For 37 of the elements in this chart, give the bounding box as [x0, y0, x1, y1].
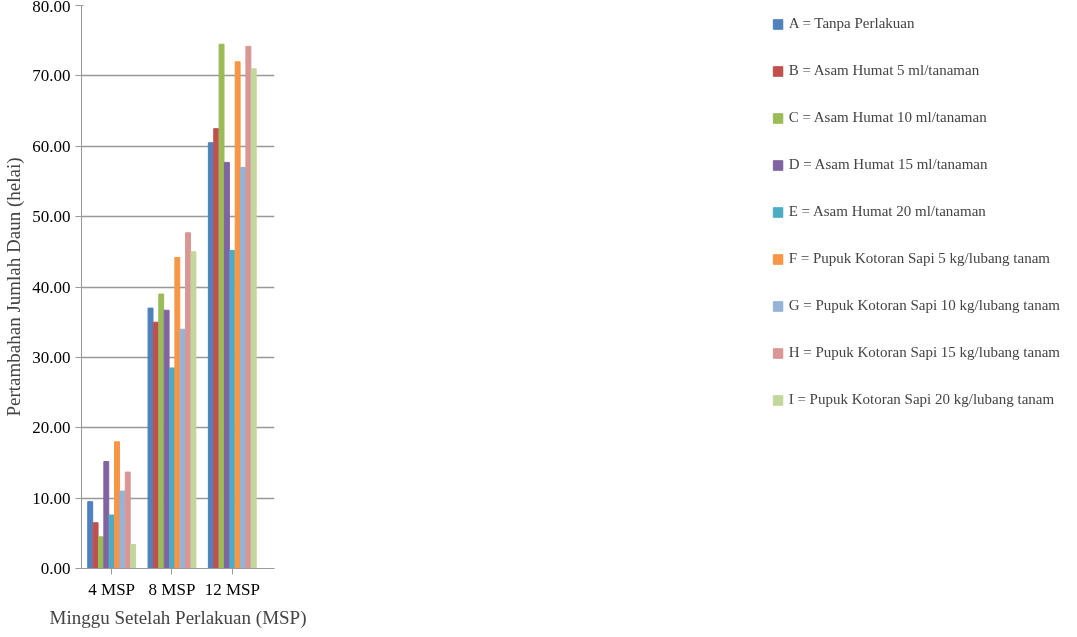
x-tick-label: 12 MSP [204, 579, 260, 599]
bar [147, 307, 154, 569]
bar [114, 441, 120, 569]
legend-label: I = Pupuk Kotoran Sapi 20 kg/lubang tanam [788, 391, 1055, 408]
y-axis-title: Pertambahan Jumlah Daun (helai) [3, 157, 26, 417]
legend-label: A = Tanpa Perlakuan [788, 15, 915, 32]
y-tick-label: 70.00 [32, 66, 71, 86]
bar [229, 249, 236, 569]
y-tick-label: 20.00 [32, 418, 71, 438]
y-tick-label: 0.00 [40, 559, 71, 578]
bar [92, 522, 99, 569]
legend-label: G = Pupuk Kotoran Sapi 10 kg/lubang tanam [788, 297, 1060, 314]
y-tick-label: 40.00 [32, 277, 71, 297]
x-axis-title: Minggu Setelah Perlakuan (MSP) [49, 606, 307, 629]
legend-label: D = Asam Humat 15 ml/tanaman [788, 156, 988, 173]
bar [250, 68, 257, 569]
bar [190, 251, 197, 569]
legend-label: F = Pupuk Kotoran Sapi 5 kg/lubang tanam [788, 250, 1050, 267]
y-tick-label: 50.00 [32, 207, 71, 227]
legend-label: H = Pupuk Kotoran Sapi 15 kg/lubang tanam [788, 344, 1060, 361]
bar [119, 490, 126, 569]
y-tick-label: 60.00 [32, 136, 71, 156]
bar [130, 544, 137, 569]
bar [103, 461, 110, 569]
legend-label: E = Asam Humat 20 ml/tanaman [788, 203, 986, 220]
bar [245, 45, 252, 569]
legend-label: C = Asam Humat 10 ml/tanaman [788, 109, 987, 126]
x-tick-label: 8 MSP [148, 579, 196, 599]
x-tick-label: 4 MSP [88, 579, 136, 599]
bar [163, 309, 170, 569]
bar [218, 43, 225, 569]
bar [174, 256, 181, 569]
legend-label: B = Asam Humat 5 ml/tanaman [788, 62, 980, 79]
y-tick-label: 10.00 [32, 488, 71, 508]
bar [124, 471, 131, 569]
y-tick-label: 80.00 [32, 0, 71, 16]
y-tick-label: 30.00 [32, 347, 71, 367]
